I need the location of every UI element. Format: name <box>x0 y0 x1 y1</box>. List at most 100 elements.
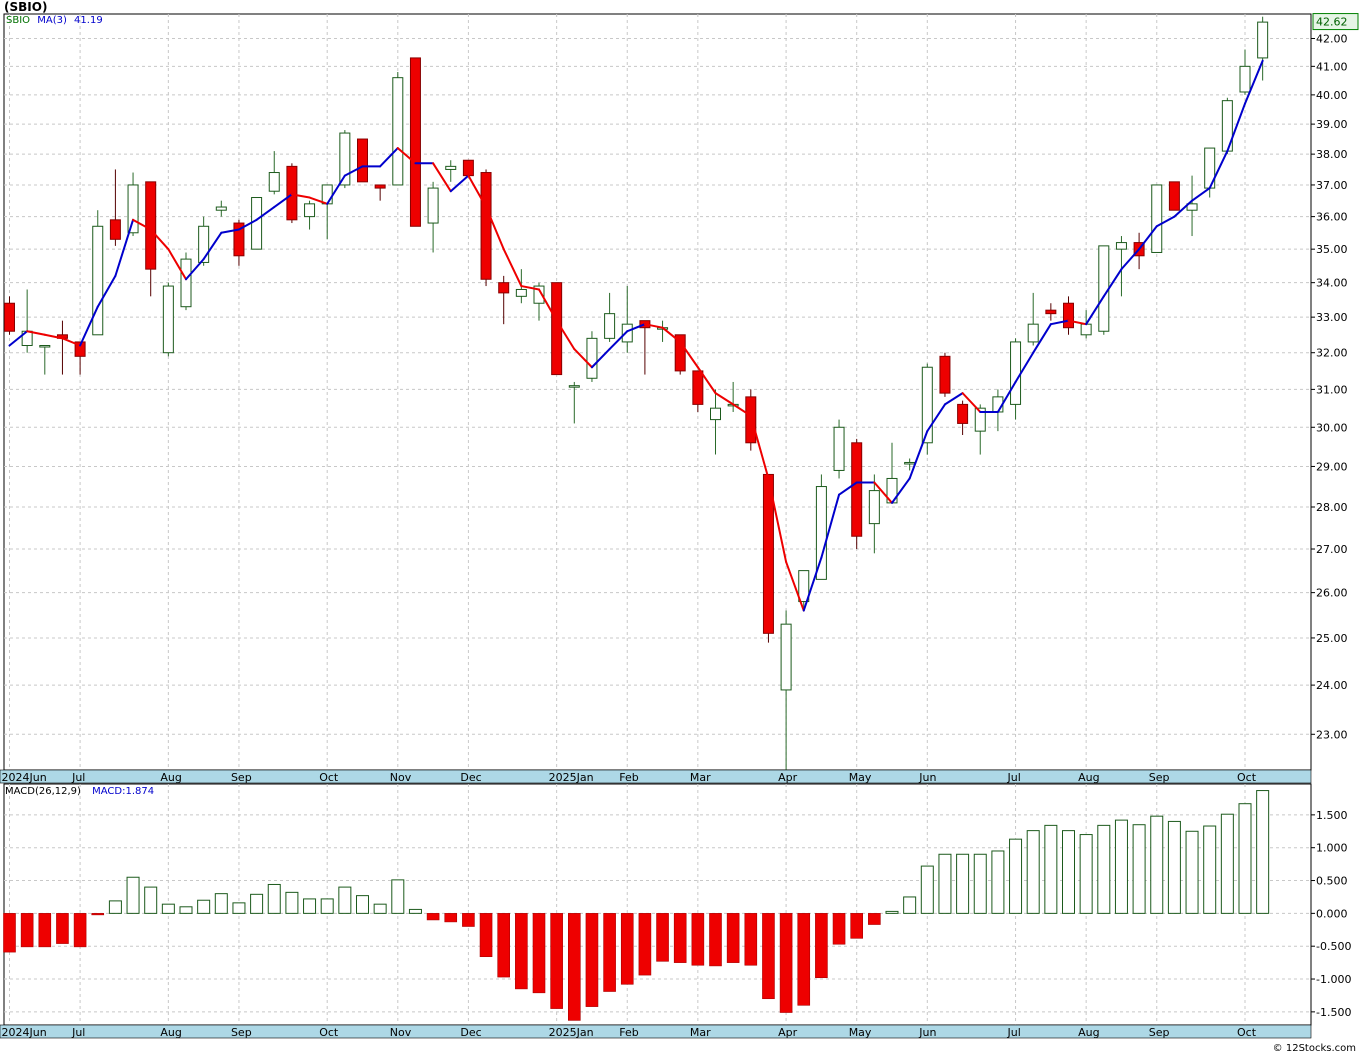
ma-line-segment <box>167 248 187 281</box>
ma-line-segment <box>237 218 258 231</box>
macd-bar <box>1150 815 1164 914</box>
price-x-tick-label: Jul <box>71 771 85 784</box>
macd-bar <box>726 913 740 963</box>
candle-body <box>74 341 86 357</box>
macd-x-tick-label: May <box>849 1026 872 1039</box>
macd-bar <box>338 886 352 914</box>
macd-bar <box>1044 824 1058 914</box>
macd-ytick-label: -1.000 <box>1316 973 1351 986</box>
candle-body <box>780 623 792 691</box>
ma-line-segment <box>1226 102 1246 153</box>
ma-line-segment <box>590 348 611 369</box>
price-panel: 23.00 24.00 25.00 26.00 27.00 28.00 29.00 30.00… <box>0 13 1359 784</box>
candle-body <box>4 302 15 332</box>
price-plot-area <box>3 13 1312 771</box>
macd-bar <box>232 902 246 914</box>
candle-body <box>39 345 51 348</box>
macd-bar <box>762 913 775 1000</box>
candle-body <box>304 203 316 218</box>
macd-bar <box>1167 820 1181 914</box>
price-ytick-label: 35.00 <box>1316 243 1348 256</box>
ma-line-segment <box>379 147 399 168</box>
candle-body <box>321 184 333 205</box>
price-ytick-label: 31.00 <box>1316 383 1348 396</box>
candle-body <box>162 285 174 354</box>
ticker-label: SBIO <box>6 15 31 26</box>
candle-body <box>533 285 545 304</box>
candle-body <box>145 181 157 270</box>
footer-credit: © 12Stocks.com <box>1272 1043 1356 1054</box>
ma-label: MA(3) <box>37 15 67 26</box>
ma-line-segment <box>891 477 911 504</box>
candle-body <box>1257 21 1269 59</box>
price-ytick-label: 42.00 <box>1316 32 1348 45</box>
ma-line-segment <box>1191 187 1211 202</box>
price-x-tick-label: Feb <box>619 771 638 784</box>
ma-line-segment <box>96 274 117 308</box>
macd-bar <box>603 913 616 992</box>
ma-line-segment <box>555 319 576 351</box>
candle-body <box>127 184 139 234</box>
macd-value: MACD:1.874 <box>92 786 155 797</box>
macd-x-tick-label: Nov <box>390 1026 412 1039</box>
candle-body <box>1063 302 1074 329</box>
macd-bar <box>956 853 970 914</box>
macd-x-tick-label: 2025Jan <box>549 1026 594 1039</box>
candle-body <box>357 138 368 183</box>
macd-bar <box>303 898 317 914</box>
macd-x-tick-label: Dec <box>460 1026 481 1039</box>
macd-bar <box>126 876 140 914</box>
ma-line-segment <box>1155 215 1176 228</box>
macd-bar <box>620 913 634 985</box>
ma-line-segment <box>449 174 470 193</box>
ma-line-segment <box>1049 319 1070 326</box>
ma-line-segment <box>714 392 735 406</box>
candle-body <box>92 225 104 336</box>
ma-line-segment <box>785 560 805 612</box>
macd-bar <box>638 913 652 976</box>
macd-bar <box>550 913 563 1009</box>
macd-bar <box>973 853 987 914</box>
macd-ytick-label: 0.500 <box>1316 875 1348 888</box>
macd-bar <box>585 913 599 1007</box>
candle-body <box>674 334 686 372</box>
macd-bar <box>903 896 917 914</box>
candle-body <box>180 258 192 308</box>
last-price-box <box>1312 13 1359 31</box>
macd-x-tick-label: Sep <box>231 1026 252 1039</box>
candle-body <box>498 282 510 294</box>
macd-bar <box>356 895 369 914</box>
macd-x-tick-label: Oct <box>1237 1026 1257 1039</box>
ma-line-segment <box>538 288 558 322</box>
macd-x-tick-label: Feb <box>619 1026 638 1039</box>
candle-body <box>1186 203 1198 211</box>
macd-bar <box>532 913 546 994</box>
macd-bar <box>673 913 687 963</box>
ma-line-segment <box>520 285 540 291</box>
macd-x-axis-band <box>0 1024 1312 1039</box>
macd-bar <box>920 865 934 914</box>
price-ytick-label: 32.00 <box>1316 347 1348 360</box>
candle-body <box>921 366 933 444</box>
macd-bar <box>991 850 1005 914</box>
ma-line-segment <box>838 481 858 496</box>
macd-bar <box>691 913 705 966</box>
price-ytick-label: 24.00 <box>1316 679 1348 692</box>
ma-line-segment <box>1102 268 1123 298</box>
macd-bar <box>108 900 122 914</box>
ma-line-segment <box>1032 323 1052 354</box>
price-ytick-label: 34.00 <box>1316 277 1348 290</box>
macd-bar <box>56 913 69 944</box>
macd-bar <box>497 913 511 978</box>
price-ytick-label: 25.00 <box>1316 632 1348 645</box>
macd-x-tick-label: Aug <box>1078 1026 1099 1039</box>
macd-bar <box>779 913 793 1013</box>
candle-body <box>798 570 810 603</box>
macd-x-tick-label: 2024Jun <box>2 1026 47 1039</box>
ma-line-segment <box>220 228 240 234</box>
candle-body <box>515 288 527 297</box>
ma-line-segment <box>926 403 946 433</box>
ma-line-segment <box>1014 351 1035 383</box>
price-x-tick-label: 2024Jun <box>2 771 47 784</box>
macd-x-tick-label: Jul <box>1007 1026 1021 1039</box>
